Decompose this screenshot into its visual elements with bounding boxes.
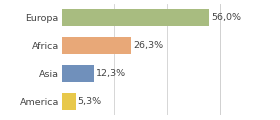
- Text: 5,3%: 5,3%: [78, 97, 102, 106]
- Bar: [62, 9, 209, 26]
- Bar: [62, 37, 131, 54]
- Text: 12,3%: 12,3%: [96, 69, 126, 78]
- Text: 26,3%: 26,3%: [133, 41, 163, 50]
- Bar: [62, 93, 76, 110]
- Bar: [62, 65, 94, 82]
- Text: 56,0%: 56,0%: [212, 13, 242, 22]
